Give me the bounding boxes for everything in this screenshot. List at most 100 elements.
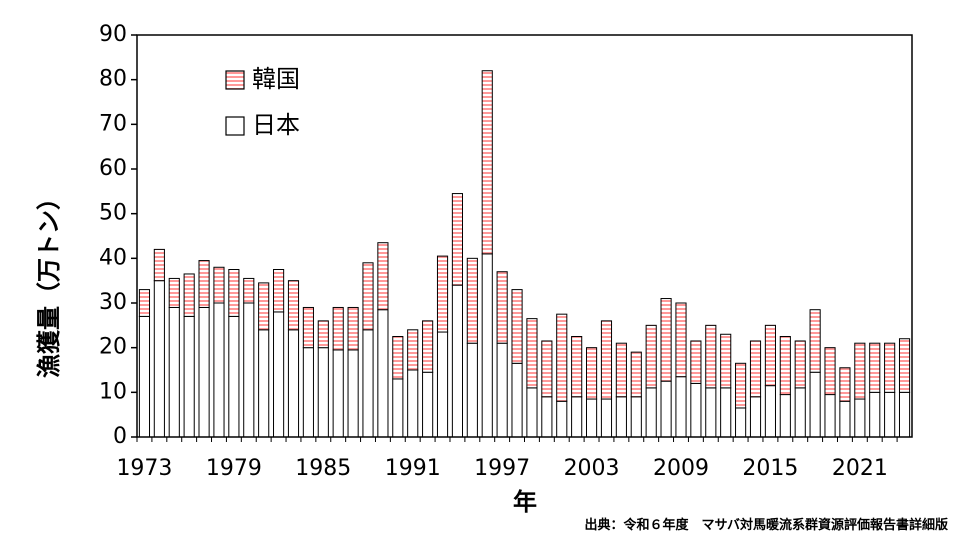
bar-japan-1973 [138, 315, 151, 438]
bar-korea-2021 [854, 342, 866, 400]
bar-korea-2019 [824, 347, 836, 396]
y-tick-label: 60 [99, 156, 127, 181]
bar-japan-2017 [794, 387, 806, 438]
x-tick-label: 2009 [653, 456, 709, 481]
bar-japan-1989 [377, 309, 389, 438]
bar-japan-1990 [392, 378, 404, 438]
bar-japan-2006 [630, 396, 642, 438]
bar-japan-2005 [615, 396, 627, 438]
y-tick-label: 0 [113, 424, 127, 449]
bar-japan-1996 [481, 253, 493, 438]
bar-korea-2014 [749, 340, 762, 398]
bar-korea-2012 [720, 333, 732, 389]
bar-japan-1974 [153, 280, 165, 438]
bar-korea-1983 [287, 280, 300, 331]
bar-japan-2013 [735, 407, 747, 438]
bar-japan-2009 [675, 376, 687, 438]
bar-japan-2001 [556, 400, 568, 438]
bar-korea-2006 [630, 351, 642, 398]
bar-korea-2023 [884, 342, 896, 393]
bar-japan-1981 [258, 329, 270, 438]
bar-japan-2011 [705, 387, 717, 438]
bar-japan-2021 [854, 398, 866, 438]
bar-korea-1984 [302, 306, 314, 349]
y-tick-label: 90 [99, 22, 127, 47]
bar-korea-1989 [377, 242, 389, 311]
y-tick-label: 70 [99, 111, 127, 136]
bar-japan-2016 [779, 394, 791, 438]
bar-japan-2022 [869, 391, 881, 438]
bar-korea-1991 [407, 329, 419, 371]
bar-japan-1975 [168, 306, 180, 438]
bar-korea-1973 [138, 289, 151, 317]
bar-korea-2010 [690, 340, 702, 384]
y-axis-title: 漁獲量（万トン） [35, 186, 63, 378]
bar-korea-2001 [556, 313, 568, 402]
bar-japan-1993 [436, 331, 449, 438]
bar-korea-2018 [809, 309, 821, 373]
y-tick-label: 20 [99, 335, 127, 360]
bar-korea-1974 [153, 248, 165, 282]
bar-korea-1981 [258, 282, 270, 331]
bar-japan-1998 [511, 362, 523, 438]
bar-japan-2018 [809, 371, 821, 438]
bar-japan-1988 [362, 329, 374, 438]
bar-korea-1996 [481, 70, 493, 255]
bar-korea-2011 [705, 324, 717, 389]
bar-korea-2003 [586, 347, 598, 400]
bar-korea-1986 [332, 306, 344, 351]
bar-japan-2020 [839, 400, 851, 438]
bars [138, 70, 911, 438]
x-tick-label: 1973 [116, 456, 172, 481]
bar-korea-2016 [779, 336, 791, 396]
bar-korea-2002 [571, 336, 583, 398]
bar-korea-1997 [496, 271, 508, 344]
bar-japan-2015 [764, 385, 776, 438]
bar-japan-1992 [422, 371, 434, 438]
bar-japan-1980 [243, 302, 255, 438]
bar-japan-1983 [287, 329, 300, 438]
bar-japan-1977 [198, 306, 210, 438]
bar-korea-1998 [511, 289, 523, 364]
x-tick-label: 1997 [474, 456, 530, 481]
bar-korea-1985 [317, 320, 329, 349]
bar-japan-1985 [317, 347, 329, 438]
bar-korea-2005 [615, 342, 627, 398]
bar-korea-1990 [392, 336, 404, 380]
y-tick-label: 80 [99, 67, 127, 92]
bar-japan-1986 [332, 349, 344, 438]
bar-korea-2020 [839, 367, 851, 402]
bar-japan-2002 [571, 396, 583, 438]
bar-korea-1980 [243, 277, 255, 304]
bar-japan-2019 [824, 394, 836, 438]
bar-japan-2000 [541, 396, 553, 438]
bar-japan-1995 [466, 342, 478, 438]
source-note: 出典：令和６年度 マサバ対馬暖流系群資源評価報告書詳細版 [584, 518, 948, 533]
bar-korea-2024 [898, 338, 911, 393]
bar-japan-2007 [645, 387, 657, 438]
bar-japan-1982 [273, 311, 285, 438]
y-tick-label: 40 [99, 245, 127, 270]
bar-korea-2013 [735, 362, 747, 409]
bar-japan-2014 [749, 396, 762, 438]
x-tick-label: 1991 [385, 456, 441, 481]
bar-japan-2008 [660, 380, 672, 438]
bar-japan-1979 [228, 315, 240, 438]
bar-korea-2004 [600, 320, 613, 400]
bar-japan-2024 [898, 391, 911, 438]
bar-japan-1991 [407, 369, 419, 438]
bar-japan-2003 [586, 398, 598, 438]
bar-korea-1994 [451, 193, 464, 286]
y-tick-label: 50 [99, 201, 127, 226]
bar-korea-1995 [466, 257, 478, 344]
bar-japan-1997 [496, 342, 508, 438]
x-tick-label: 2015 [742, 456, 798, 481]
y-tick-label: 30 [99, 290, 127, 315]
bar-korea-1975 [168, 277, 180, 308]
bar-japan-2004 [600, 398, 613, 438]
bar-korea-1999 [526, 318, 538, 389]
bar-japan-1987 [347, 349, 359, 438]
x-tick-label: 2021 [832, 456, 888, 481]
